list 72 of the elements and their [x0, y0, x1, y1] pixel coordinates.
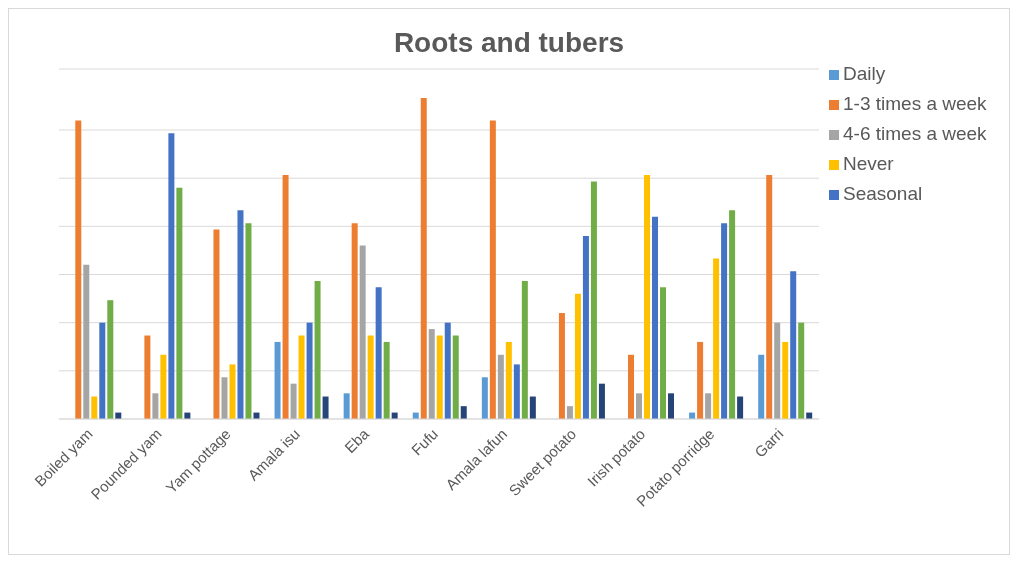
bar	[282, 174, 289, 419]
bar	[176, 187, 183, 419]
bar	[75, 120, 82, 419]
bar	[314, 280, 321, 419]
bar	[782, 341, 789, 419]
bar	[375, 287, 382, 419]
bar	[343, 393, 350, 419]
bar	[298, 335, 305, 419]
bar	[521, 280, 528, 419]
bar	[489, 120, 496, 419]
bar	[428, 329, 435, 419]
bar	[367, 335, 374, 419]
bar	[481, 377, 488, 419]
legend-label: 1-3 times a week	[843, 93, 987, 114]
bar	[721, 223, 728, 419]
bar	[790, 271, 797, 419]
bar	[383, 341, 390, 419]
bar	[566, 406, 573, 419]
bar	[729, 210, 736, 419]
bar	[460, 406, 467, 419]
bar	[436, 335, 443, 419]
legend-label: 4-6 times a week	[843, 123, 987, 144]
bar	[636, 393, 643, 419]
bar	[590, 181, 597, 419]
bar	[213, 229, 220, 419]
bar	[705, 393, 712, 419]
bar	[513, 364, 520, 419]
legend-label: Seasonal	[843, 183, 923, 204]
chart-title: Roots and tubers	[392, 27, 626, 59]
bar	[713, 258, 720, 419]
bar	[737, 396, 744, 419]
bar	[91, 396, 98, 419]
legend-label: Never	[843, 153, 894, 174]
bar	[529, 396, 536, 419]
bar	[766, 174, 773, 419]
bar	[444, 322, 451, 419]
bar	[644, 174, 651, 419]
bar	[144, 335, 151, 419]
bar	[107, 300, 114, 419]
bar	[497, 354, 504, 419]
bar	[774, 322, 781, 419]
bar	[221, 377, 228, 419]
bar	[668, 393, 675, 419]
bar	[798, 322, 805, 419]
bar	[628, 354, 635, 419]
bar	[452, 335, 459, 419]
bar	[290, 383, 297, 419]
bar	[558, 313, 565, 419]
bar	[420, 97, 427, 419]
bar	[160, 354, 167, 419]
bar	[245, 223, 252, 419]
bar	[660, 287, 667, 419]
bar	[168, 133, 175, 419]
bar	[758, 354, 765, 419]
bar	[83, 264, 90, 419]
bar	[306, 322, 313, 419]
bar	[574, 293, 581, 419]
bar	[582, 235, 589, 419]
legend-label: Daily	[843, 63, 886, 84]
bar	[322, 396, 329, 419]
bar	[359, 245, 366, 419]
bar	[351, 223, 358, 419]
bar	[505, 341, 512, 419]
bar	[152, 393, 159, 419]
bar	[697, 341, 704, 419]
bar	[274, 341, 281, 419]
x-tick-label: Eba	[341, 424, 373, 456]
bar	[237, 210, 244, 419]
bar	[598, 383, 605, 419]
bar	[99, 322, 106, 419]
bar	[652, 216, 659, 419]
bar	[229, 364, 236, 419]
